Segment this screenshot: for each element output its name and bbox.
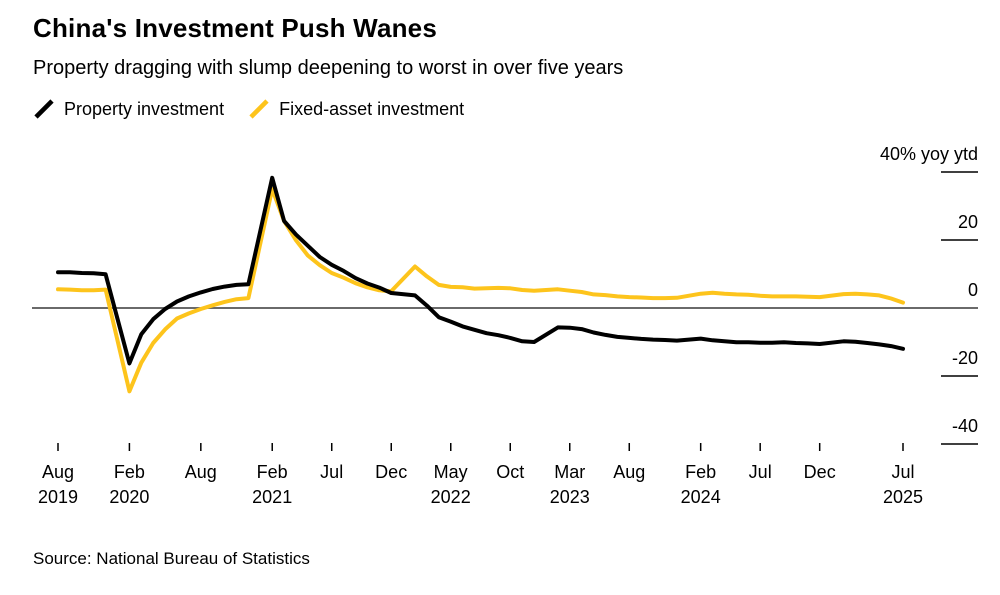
y-axis-label: 20 [957, 212, 978, 232]
x-axis-label-month: Dec [803, 462, 836, 482]
x-axis-label-year: 2024 [680, 487, 721, 507]
x-axis-label: Feb 2021 [252, 460, 292, 510]
y-axis-label: 40% yoy ytd [879, 144, 978, 164]
y-axis-label: -40 [951, 416, 978, 436]
x-axis-label-month: Feb [685, 462, 717, 482]
x-axis-label-month: Mar [554, 462, 586, 482]
x-axis-label: Jul [320, 460, 343, 485]
x-axis-label-month: Aug [184, 462, 217, 482]
y-axis-label: 0 [967, 280, 978, 300]
x-axis-label: Feb 2024 [681, 460, 721, 510]
x-axis-label-year: 2022 [430, 487, 471, 507]
x-axis-label-month: Aug [41, 462, 75, 482]
x-axis-label-month: Jul [748, 462, 772, 482]
page-subtitle: Property dragging with slump deepening t… [33, 57, 624, 79]
x-axis-label: Jul 2025 [883, 460, 923, 510]
x-axis-label-month: Jul [320, 462, 344, 482]
x-axis-label: Oct [496, 460, 524, 485]
x-axis-label-year: 2019 [37, 487, 79, 507]
y-axis-label: -20 [951, 348, 978, 368]
x-axis-label-month: Dec [375, 462, 408, 482]
x-axis-label-year: 2023 [549, 487, 590, 507]
x-axis-label-month: Feb [113, 462, 145, 482]
legend-item-property-investment: Property investment [33, 98, 224, 120]
x-axis-label: May 2022 [431, 460, 471, 510]
legend: Property investment Fixed-asset investme… [33, 98, 464, 120]
x-axis-label-year: 2020 [109, 487, 150, 507]
x-axis-label-month: Aug [613, 462, 646, 482]
legend-label: Property investment [64, 98, 225, 119]
x-axis-label-month: Feb [256, 462, 288, 482]
fixed-asset-line-swatch-icon [249, 99, 269, 119]
page-title: China's Investment Push Wanes [33, 13, 438, 43]
x-axis-label: Dec [804, 460, 836, 485]
source-note: Source: National Bureau of Statistics [33, 549, 310, 568]
x-axis-label: Aug [613, 460, 645, 485]
fixed-asset-investment-line [56, 187, 905, 394]
x-axis-label-year: 2025 [882, 487, 924, 507]
x-axis-label: Dec [375, 460, 407, 485]
x-axis-label: Feb 2020 [109, 460, 149, 510]
x-axis-label-month: Jul [891, 462, 915, 482]
x-axis-label: Mar 2023 [550, 460, 590, 510]
x-axis-label: Aug [185, 460, 217, 485]
x-axis-label: Aug 2019 [38, 460, 78, 510]
x-axis-label-year: 2021 [252, 487, 293, 507]
x-axis-label: Jul [749, 460, 772, 485]
legend-item-fixed-asset-investment: Fixed-asset investment [248, 98, 464, 120]
x-axis-label-month: Oct [496, 462, 525, 482]
property-line-swatch-icon [34, 99, 54, 119]
legend-label: Fixed-asset investment [279, 98, 465, 119]
property-investment-line [56, 175, 905, 366]
x-axis-label-month: May [433, 462, 468, 482]
